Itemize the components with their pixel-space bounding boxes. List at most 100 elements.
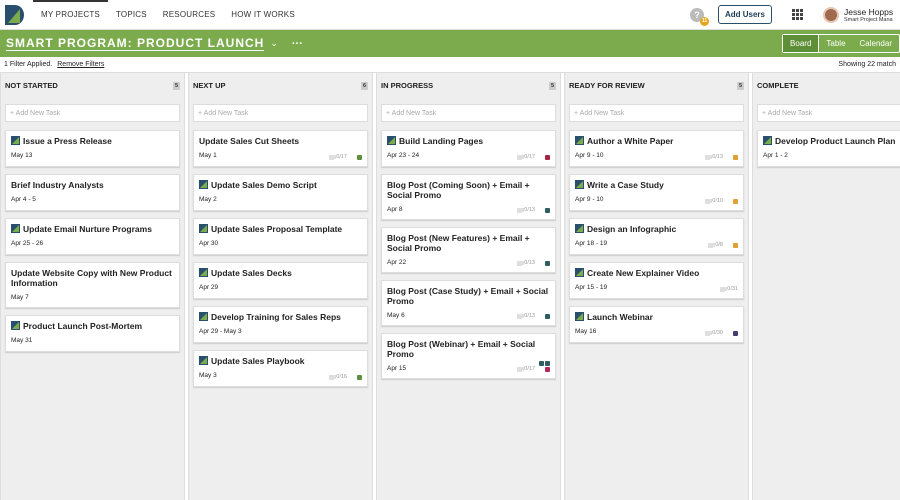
nav-tab[interactable]: TOPICS bbox=[115, 9, 147, 19]
task-card[interactable]: Update Sales Proposal Template Apr 30 bbox=[193, 218, 368, 255]
task-title: Update Sales Decks bbox=[211, 268, 292, 278]
column-name: READY FOR REVIEW bbox=[569, 81, 645, 90]
tags bbox=[726, 199, 738, 204]
checklist-icon bbox=[517, 155, 525, 160]
column-count: 5 bbox=[736, 81, 744, 90]
task-card[interactable]: Blog Post (Webinar) + Email + Social Pro… bbox=[381, 333, 556, 379]
task-date: Apr 9 - 10 bbox=[575, 196, 604, 203]
task-card[interactable]: Design an Infographic Apr 18 - 19 0/8 bbox=[569, 218, 744, 255]
task-date: Apr 29 bbox=[199, 284, 219, 291]
add-users-button[interactable]: Add Users bbox=[717, 5, 772, 24]
add-task-input[interactable]: + Add New Task bbox=[5, 104, 180, 122]
caret[interactable]: ⌄ bbox=[270, 38, 278, 48]
task-card[interactable]: Update Sales Decks Apr 29 bbox=[193, 262, 368, 299]
column: READY FOR REVIEW 5 + Add New Task Author a … bbox=[564, 73, 749, 500]
nav-tab[interactable]: RESOURCES bbox=[162, 9, 216, 19]
task-meta: 0/8 bbox=[708, 242, 738, 248]
tags bbox=[538, 261, 550, 266]
view-button[interactable]: Calendar bbox=[859, 39, 892, 48]
task-card[interactable]: Update Website Copy with New Product Inf… bbox=[5, 262, 180, 308]
task-meta: 0/13 bbox=[705, 154, 738, 160]
remove-filters[interactable]: Remove Filters bbox=[57, 61, 105, 68]
task-card[interactable]: Blog Post (Coming Soon) + Email + Social… bbox=[381, 174, 556, 220]
nav-tab[interactable]: HOW IT WORKS bbox=[231, 9, 295, 19]
avatar[interactable] bbox=[823, 6, 839, 23]
task-title-row: Blog Post (Coming Soon) + Email + Social… bbox=[387, 180, 550, 200]
column-header: IN PROGRESS 5 bbox=[381, 73, 556, 98]
task-title-row: Develop Training for Sales Reps bbox=[199, 312, 362, 322]
task-card[interactable]: Develop Training for Sales Reps Apr 29 - … bbox=[193, 306, 368, 343]
task-card[interactable]: Update Sales Playbook May 3 0/16 bbox=[193, 350, 368, 387]
task-card[interactable]: Author a White Paper Apr 9 - 10 0/13 bbox=[569, 130, 744, 167]
task-title-row: Issue a Press Release bbox=[11, 136, 174, 146]
task-card[interactable]: Update Sales Demo Script May 2 bbox=[193, 174, 368, 211]
checklist-icon bbox=[708, 243, 716, 248]
column-name: NOT STARTED bbox=[5, 81, 58, 90]
task-card[interactable]: Blog Post (Case Study) + Email + Social … bbox=[381, 280, 556, 326]
add-task-input[interactable]: + Add New Task bbox=[569, 104, 744, 122]
task-card[interactable]: Update Sales Cut Sheets May 1 0/17 bbox=[193, 130, 368, 167]
task-title-row: Blog Post (New Features) + Email + Socia… bbox=[387, 233, 550, 253]
task-title-row: Write a Case Study bbox=[575, 180, 738, 190]
view-button[interactable]: Table bbox=[826, 39, 846, 48]
apps-menu[interactable] bbox=[792, 9, 803, 20]
task-icon bbox=[575, 312, 584, 321]
task-icon bbox=[387, 136, 396, 145]
column-header: NOT STARTED 5 bbox=[5, 73, 180, 98]
task-date: May 7 bbox=[11, 294, 29, 301]
checklist-count: 0/13 bbox=[712, 154, 723, 160]
tags bbox=[726, 155, 738, 160]
task-meta: 0/30 bbox=[705, 330, 738, 336]
checklist-count: 0/17 bbox=[524, 366, 535, 372]
task-card[interactable]: Launch Webinar May 16 0/30 bbox=[569, 306, 744, 343]
task-date: May 1 bbox=[199, 152, 217, 159]
task-meta: 0/17 bbox=[517, 154, 550, 160]
add-task-input[interactable]: + Add New Task bbox=[381, 104, 556, 122]
column-name: COMPLETE bbox=[757, 81, 799, 90]
task-title-row: Launch Webinar bbox=[575, 312, 738, 322]
view-button[interactable]: Board bbox=[783, 35, 820, 52]
add-task-input[interactable]: + Add New Task bbox=[193, 104, 368, 122]
task-title: Issue a Press Release bbox=[23, 136, 112, 146]
task-title-row: Product Launch Post-Mortem bbox=[11, 321, 174, 331]
task-card[interactable]: Issue a Press Release May 13 bbox=[5, 130, 180, 167]
tag bbox=[539, 361, 544, 366]
add-task-input[interactable]: + Add New Task bbox=[757, 104, 900, 122]
task-card[interactable]: Write a Case Study Apr 9 - 10 0/10 bbox=[569, 174, 744, 211]
project-bar: SMART PROGRAM: PRODUCT LAUNCH ⌄ ··· Boar… bbox=[0, 30, 900, 57]
checklist-icon bbox=[517, 367, 525, 372]
task-title-row: Author a White Paper bbox=[575, 136, 738, 146]
task-card[interactable]: Build Landing Pages Apr 23 - 24 0/17 bbox=[381, 130, 556, 167]
tag bbox=[545, 361, 550, 366]
more-menu[interactable]: ··· bbox=[291, 37, 303, 50]
project-title[interactable]: SMART PROGRAM: PRODUCT LAUNCH bbox=[6, 35, 265, 51]
task-card[interactable]: Update Email Nurture Programs Apr 25 - 26 bbox=[5, 218, 180, 255]
task-date: Apr 25 - 26 bbox=[11, 240, 44, 247]
checklist-count: 0/17 bbox=[336, 154, 347, 160]
task-icon bbox=[199, 224, 208, 233]
checklist-icon bbox=[517, 208, 525, 213]
task-title-row: Update Sales Demo Script bbox=[199, 180, 362, 190]
task-icon bbox=[199, 312, 208, 321]
task-meta: 0/31 bbox=[720, 286, 738, 292]
tag bbox=[357, 375, 362, 380]
task-icon bbox=[575, 224, 584, 233]
tags bbox=[538, 155, 550, 160]
tags bbox=[538, 208, 550, 213]
task-title: Update Sales Cut Sheets bbox=[199, 136, 300, 146]
help-icon[interactable]: ? 11 bbox=[689, 7, 709, 26]
tag bbox=[733, 155, 738, 160]
column-name: NEXT UP bbox=[193, 81, 226, 90]
task-card[interactable]: Brief Industry Analysts Apr 4 - 5 bbox=[5, 174, 180, 211]
column-count: 5 bbox=[172, 81, 180, 90]
task-meta: 0/17 bbox=[329, 154, 362, 160]
tags bbox=[350, 375, 362, 380]
column-header: READY FOR REVIEW 5 bbox=[569, 73, 744, 98]
checklist-icon bbox=[705, 331, 713, 336]
task-card[interactable]: Develop Product Launch Plan Apr 1 - 2 bbox=[757, 130, 900, 167]
nav-tab[interactable]: MY PROJECTS bbox=[33, 0, 108, 30]
task-card[interactable]: Blog Post (New Features) + Email + Socia… bbox=[381, 227, 556, 273]
task-card[interactable]: Product Launch Post-Mortem May 31 bbox=[5, 315, 180, 352]
task-card[interactable]: Create New Explainer Video Apr 15 - 19 0/3… bbox=[569, 262, 744, 299]
user-role: Smart Project Mana bbox=[844, 16, 893, 23]
